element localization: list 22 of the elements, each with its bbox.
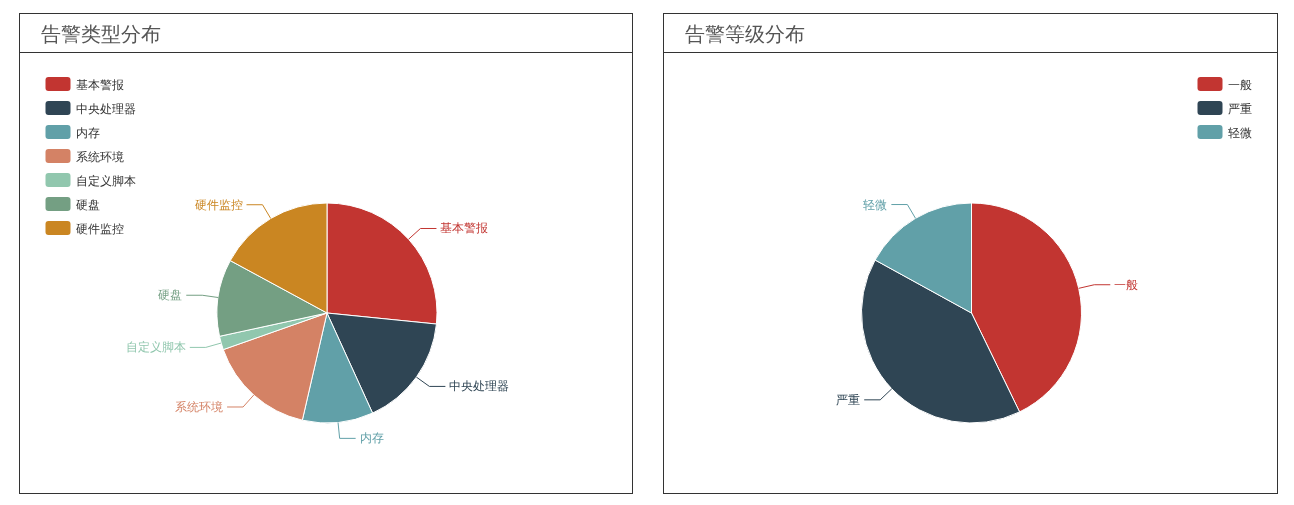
legend-label: 轻微 (1227, 125, 1252, 140)
legend-label: 自定义脚本 (75, 173, 136, 188)
slice-label: 中央处理器 (449, 379, 510, 394)
legend-label: 一般 (1227, 77, 1252, 92)
legend-label: 系统环境 (75, 149, 124, 164)
slice-label: 轻微 (863, 197, 888, 212)
legend-label: 中央处理器 (75, 101, 136, 116)
slice-label: 基本警报 (440, 221, 489, 236)
legend-label: 硬盘 (75, 197, 100, 212)
slice-label: 硬件监控 (194, 197, 243, 212)
slice-label: 硬盘 (158, 288, 183, 303)
legend-label: 内存 (75, 125, 100, 140)
slice-label: 一般 (1114, 277, 1139, 292)
chart-title: 告警类型分布 (40, 22, 161, 46)
legend-label: 严重 (1227, 101, 1252, 116)
chart-title: 告警等级分布 (684, 22, 805, 46)
legend-label: 基本警报 (75, 77, 124, 92)
slice-label: 自定义脚本 (125, 340, 186, 355)
legend-label: 硬件监控 (75, 221, 124, 236)
slice-label: 系统环境 (175, 399, 224, 414)
slice-label: 严重 (836, 392, 861, 407)
slice-label: 内存 (359, 431, 384, 446)
